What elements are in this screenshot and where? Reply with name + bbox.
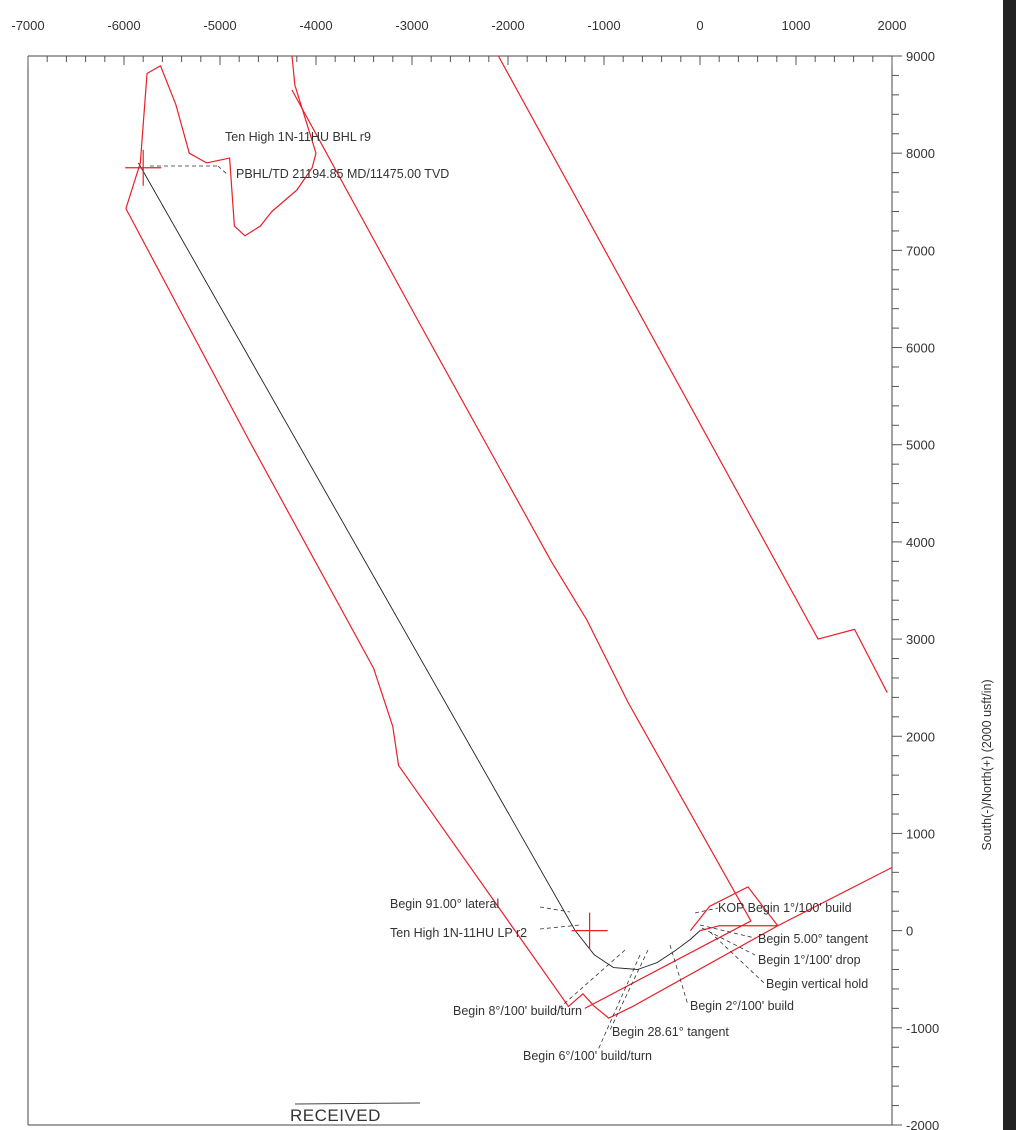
- lateral-label: Begin 91.00° lateral: [390, 897, 499, 911]
- x-tick-label: 2000: [878, 18, 907, 33]
- leader-line: [217, 165, 229, 176]
- boundary-line-4: [497, 55, 888, 693]
- build-turn-8-label: Begin 8°/100' build/turn: [453, 1004, 582, 1018]
- y-tick-label: 6000: [906, 341, 935, 356]
- annotation-leaders: [150, 165, 765, 1051]
- x-tick-label: 0: [696, 18, 703, 33]
- ticks-group: [27, 55, 902, 1126]
- received-underline: [294, 1102, 421, 1105]
- drop-label: Begin 1°/100' drop: [758, 953, 861, 967]
- leader-line: [555, 949, 626, 1012]
- target-cross-marker: [571, 912, 608, 949]
- build-turn-6-label: Begin 6°/100' build/turn: [523, 1049, 652, 1063]
- axes-group: [27, 55, 893, 1126]
- x-tick-label: -6000: [107, 18, 140, 33]
- leader-line: [609, 949, 649, 1031]
- leader-line: [669, 944, 689, 1006]
- tangent-2861-label: Begin 28.61° tangent: [612, 1025, 729, 1039]
- leader-line: [709, 931, 765, 984]
- x-tick-label: -2000: [491, 18, 524, 33]
- annotations-group: Ten High 1N-11HU BHL r9 PBHL/TD 21194.85…: [225, 130, 868, 1125]
- received-stamp: RECEIVED: [290, 1106, 381, 1125]
- x-tick-label: 1000: [782, 18, 811, 33]
- scan-edge-bar: [1003, 0, 1016, 1130]
- x-tick-labels: -7000 -6000 -5000 -4000 -3000 -2000 -100…: [11, 18, 906, 33]
- boundary-line-3: [125, 208, 893, 1019]
- y-tick-label: 1000: [906, 826, 935, 841]
- leader-line: [597, 954, 641, 1051]
- target-cross-marker: [125, 149, 162, 186]
- vertical-hold-label: Begin vertical hold: [766, 977, 868, 991]
- y-tick-label: -1000: [906, 1021, 939, 1036]
- wellbore-path-line: [138, 162, 701, 970]
- kop-label: KOP Begin 1°/100' build: [718, 901, 852, 915]
- boundary-line-2: [291, 89, 752, 1009]
- leader-line: [694, 907, 719, 914]
- boundary-line-1: [125, 55, 317, 237]
- tangent-5-label: Begin 5.00° tangent: [758, 932, 868, 946]
- y-tick-label: 0: [906, 924, 913, 939]
- x-tick-label: -4000: [299, 18, 332, 33]
- build-2-label: Begin 2°/100' build: [690, 999, 794, 1013]
- x-tick-label: -3000: [395, 18, 428, 33]
- leader-line: [699, 924, 756, 939]
- markers-group: [125, 149, 608, 949]
- y-tick-label: 9000: [906, 49, 935, 64]
- y-tick-label: -2000: [906, 1118, 939, 1130]
- y-tick-label: 5000: [906, 438, 935, 453]
- y-tick-labels: 9000 8000 7000 6000 5000 4000 3000 2000 …: [906, 49, 939, 1130]
- series-group: [125, 55, 893, 1019]
- bhl-target-label: Ten High 1N-11HU BHL r9: [225, 130, 371, 144]
- leader-line: [539, 906, 571, 913]
- x-tick-label: -7000: [11, 18, 44, 33]
- y-tick-label: 8000: [906, 146, 935, 161]
- y-tick-label: 4000: [906, 535, 935, 550]
- x-tick-label: -1000: [587, 18, 620, 33]
- y-tick-label: 7000: [906, 243, 935, 258]
- lp-target-label: Ten High 1N-11HU LP r2: [390, 926, 527, 940]
- x-tick-label: -5000: [203, 18, 236, 33]
- y-tick-label: 2000: [906, 729, 935, 744]
- y-axis-label: South(-)/North(+) (2000 usft/in): [980, 679, 994, 850]
- pbhl-td-label: PBHL/TD 21194.85 MD/11475.00 TVD: [236, 167, 449, 181]
- y-tick-label: 3000: [906, 632, 935, 647]
- boundary-line-5: [689, 886, 779, 932]
